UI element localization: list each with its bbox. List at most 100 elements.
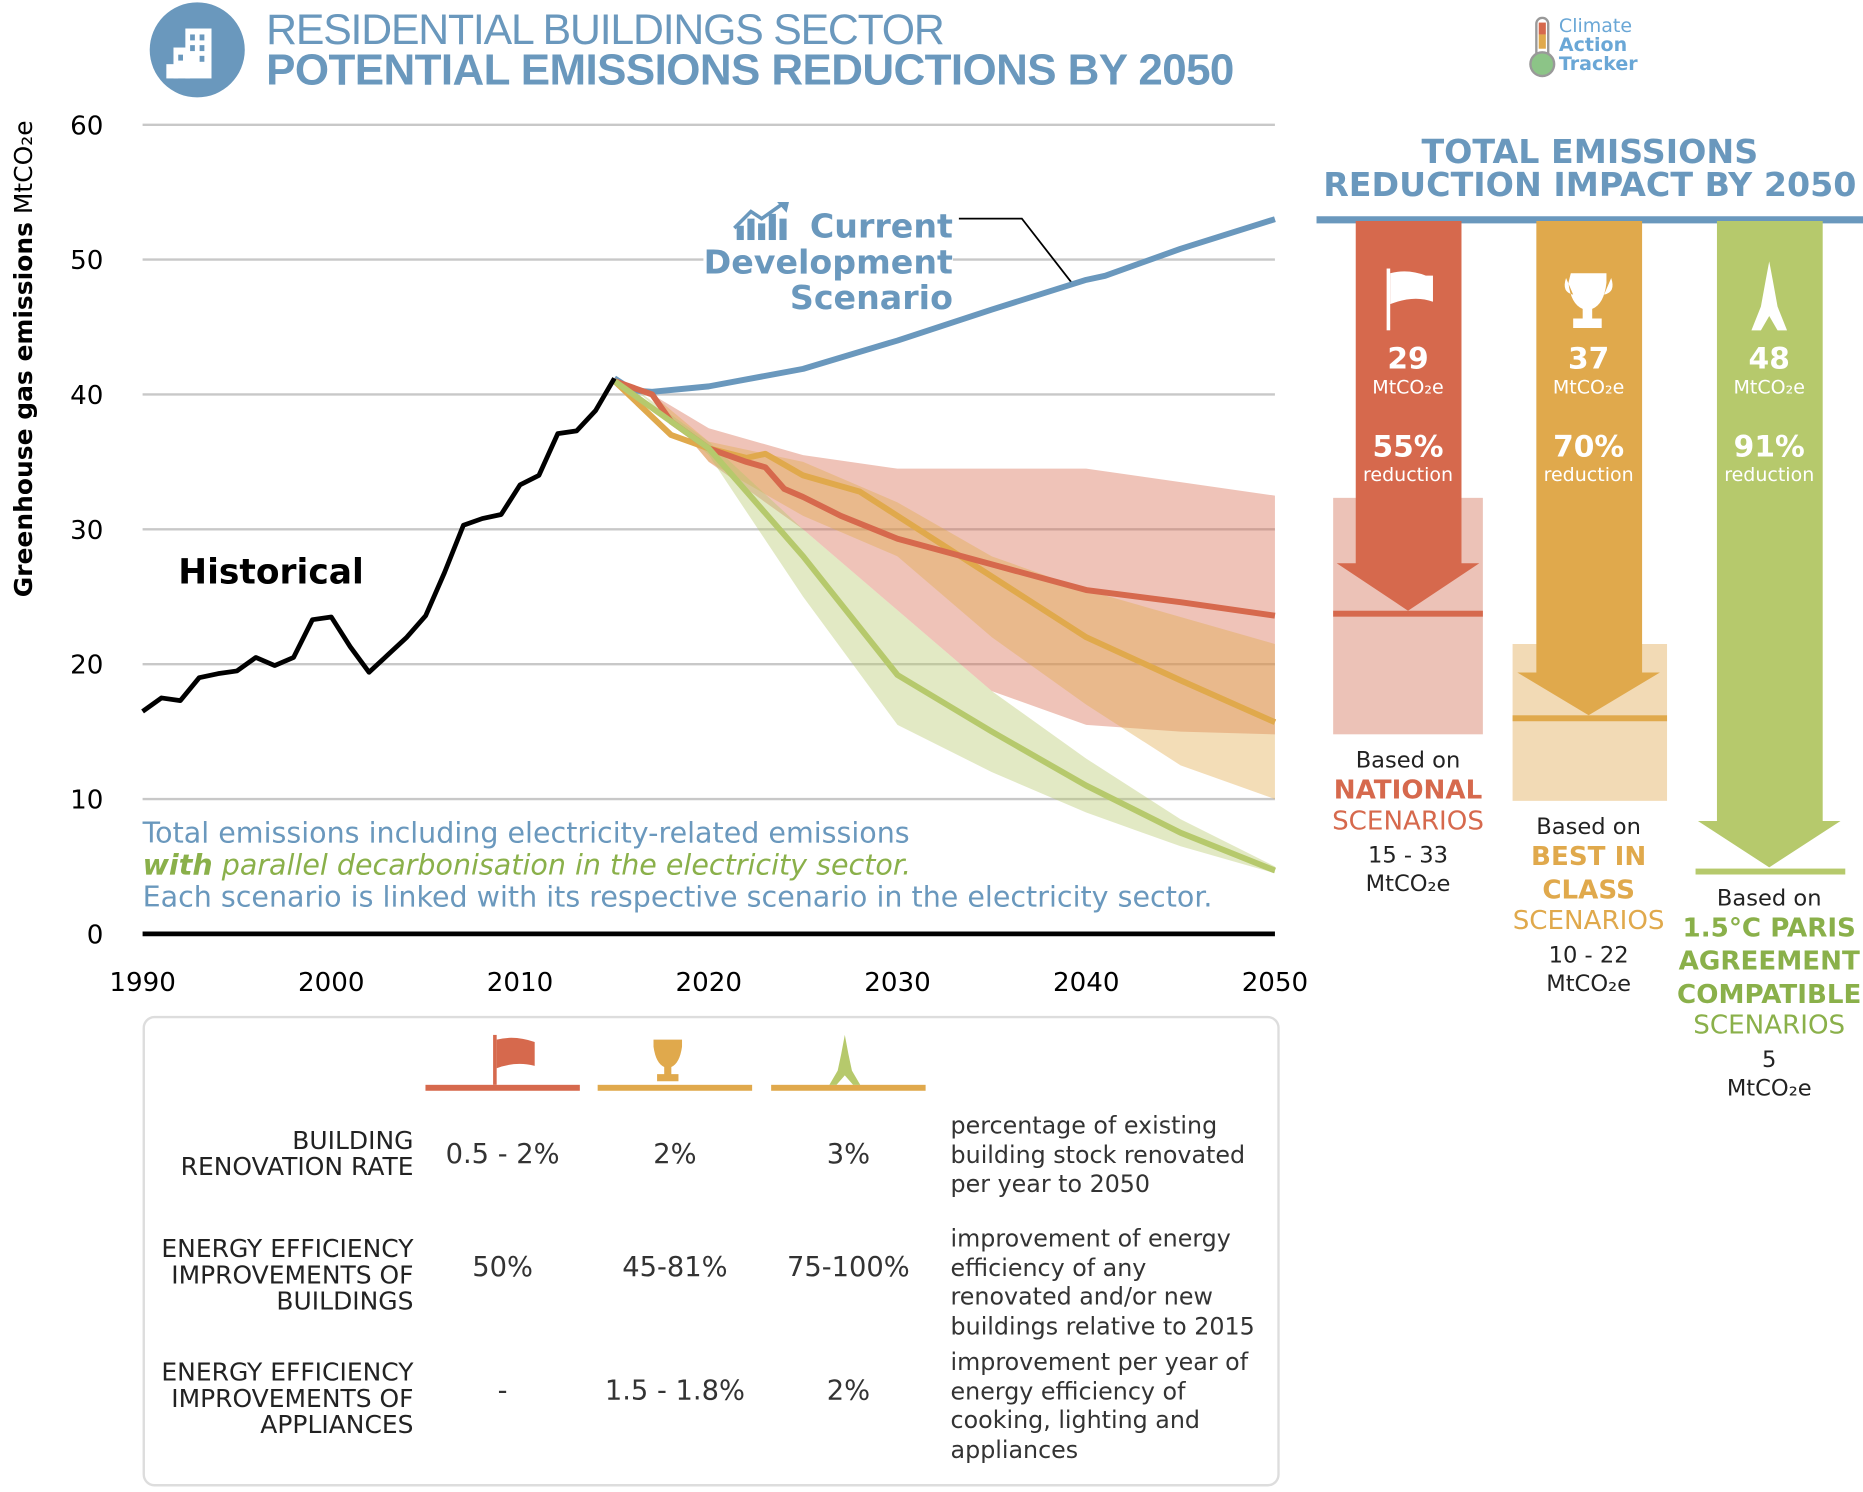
leader-line bbox=[958, 217, 1073, 284]
historical-line bbox=[141, 377, 617, 714]
row-value: 0.5 - 2% bbox=[445, 1139, 560, 1171]
note-line1: Total emissions including electricity-re… bbox=[142, 816, 910, 850]
impact-unit: MtCO₂e bbox=[1372, 375, 1444, 399]
table-header-icons bbox=[425, 1034, 926, 1091]
logo-line: Action bbox=[1558, 33, 1628, 56]
current-scenario-label: Current Development Scenario bbox=[701, 201, 953, 318]
row-value: 1.5 - 1.8% bbox=[604, 1375, 745, 1407]
based-on: Based on bbox=[1536, 813, 1641, 841]
row-value: 50% bbox=[472, 1252, 533, 1284]
buildings-icon bbox=[166, 28, 212, 79]
impact-title-l1: TOTAL EMISSIONS bbox=[1421, 131, 1759, 172]
impact-value: 48 bbox=[1748, 341, 1790, 376]
chart-note: Total emissions including electricity-re… bbox=[143, 817, 1213, 913]
y-tick-label: 30 bbox=[70, 516, 103, 546]
best-range-band bbox=[652, 394, 1275, 800]
header-icon bbox=[149, 2, 245, 98]
historical-label: Historical bbox=[178, 551, 364, 592]
x-tick-label: 2000 bbox=[298, 968, 365, 998]
y-tick-label: 60 bbox=[70, 111, 103, 141]
logo-line: Tracker bbox=[1558, 52, 1638, 75]
best-level-line bbox=[1512, 715, 1668, 722]
impact-unit: MtCO₂e bbox=[1552, 375, 1625, 399]
row-label: BUILDING RENOVATION RATE bbox=[180, 1126, 414, 1182]
impact-title: TOTAL EMISSIONS REDUCTION IMPACT BY 2050 bbox=[1317, 135, 1863, 202]
scenario-name: 1.5°C PARIS AGREEMENT COMPATIBLE bbox=[1677, 913, 1862, 1010]
current-label-l3: Scenario bbox=[789, 278, 953, 318]
row-description: percentage of existing building stock re… bbox=[950, 1110, 1246, 1198]
y-tick-label: 10 bbox=[70, 786, 103, 816]
national-level-line bbox=[1333, 610, 1483, 617]
scenario-range-unit: MtCO₂e bbox=[1365, 870, 1451, 898]
row-value: 2% bbox=[653, 1139, 697, 1171]
row-value: 2% bbox=[826, 1375, 871, 1407]
impact-pct-label: reduction bbox=[1724, 463, 1815, 486]
impact-pct-label: reduction bbox=[1362, 463, 1454, 486]
paris-arrow bbox=[1697, 221, 1841, 868]
impact-divider bbox=[1316, 216, 1863, 224]
scenario-range: 5 bbox=[1762, 1046, 1777, 1073]
note-emphasis: with bbox=[142, 848, 213, 882]
row-value: - bbox=[497, 1375, 508, 1407]
impact-title-l2: REDUCTION IMPACT BY 2050 bbox=[1323, 165, 1857, 205]
title-line1: RESIDENTIAL BUILDINGS SECTOR bbox=[266, 4, 945, 54]
current-label-l1: Current bbox=[701, 201, 953, 246]
y-tick-label: 40 bbox=[70, 381, 103, 411]
row-value: 3% bbox=[826, 1139, 871, 1171]
scenario-name: BEST IN CLASS bbox=[1531, 842, 1647, 906]
flag-icon bbox=[493, 1034, 535, 1085]
row-description: improvement of energy efficiency of any … bbox=[950, 1223, 1255, 1340]
scenario-type: SCENARIOS bbox=[1512, 906, 1665, 937]
x-tick-label: 2010 bbox=[487, 968, 554, 998]
x-tick-label: 2030 bbox=[864, 968, 931, 998]
impact-arrows bbox=[1333, 221, 1846, 875]
rising-chart-icon bbox=[732, 201, 789, 241]
impact-values: 29 MtCO₂e 55% reduction bbox=[1319, 343, 1497, 490]
logo bbox=[1528, 16, 1557, 84]
y-tick-label: 20 bbox=[70, 651, 103, 681]
flag-icon bbox=[1386, 268, 1391, 331]
impact-basis: Based on BEST IN CLASS SCENARIOS 10 - 22… bbox=[1496, 813, 1681, 998]
impact-basis: Based on NATIONAL SCENARIOS 15 - 33 MtCO… bbox=[1315, 746, 1500, 898]
current-text: Current bbox=[809, 206, 953, 246]
eiffel-tower-icon bbox=[1751, 261, 1788, 331]
impact-pct: 70% bbox=[1553, 428, 1625, 464]
scenario-type: SCENARIOS bbox=[1332, 806, 1484, 837]
trophy-icon bbox=[653, 1039, 683, 1082]
impact-basis: Based on 1.5°C PARIS AGREEMENT COMPATIBL… bbox=[1677, 884, 1862, 1103]
x-tick-label: 2050 bbox=[1242, 968, 1309, 998]
y-tick-label: 50 bbox=[70, 246, 103, 276]
x-tick-label: 2040 bbox=[1053, 968, 1120, 998]
based-on: Based on bbox=[1716, 885, 1822, 912]
x-tick-label: 1990 bbox=[109, 968, 176, 998]
impact-values: 37 MtCO₂e 70% reduction bbox=[1500, 341, 1678, 490]
scenario-name: NATIONAL bbox=[1333, 775, 1483, 806]
row-label: ENERGY EFFICIENCY IMPROVEMENTS OF BUILDI… bbox=[161, 1234, 414, 1316]
current-label-l2: Development bbox=[703, 242, 953, 282]
impact-pct-label: reduction bbox=[1543, 463, 1634, 486]
paris-range-band bbox=[633, 387, 1275, 874]
x-tick-label: 2020 bbox=[676, 968, 743, 998]
best-arrow bbox=[1517, 221, 1660, 716]
flag-icon-cloth bbox=[1390, 271, 1433, 305]
national-arrow bbox=[1336, 221, 1480, 611]
impact-unit: MtCO₂e bbox=[1733, 375, 1805, 399]
row-label: ENERGY EFFICIENCY IMPROVEMENTS OF APPLIA… bbox=[161, 1358, 414, 1439]
row-value: 45-81% bbox=[622, 1252, 728, 1284]
scenario-type: SCENARIOS bbox=[1693, 1011, 1846, 1041]
scenario-range: 15 - 33 bbox=[1368, 842, 1448, 869]
based-on: Based on bbox=[1355, 747, 1461, 774]
logo-text: Climate Action Tracker bbox=[1558, 16, 1638, 75]
impact-pct: 91% bbox=[1733, 428, 1805, 464]
row-value: 75-100% bbox=[786, 1252, 910, 1284]
impact-values: 48 MtCO₂e 91% reduction bbox=[1680, 341, 1858, 490]
paris-level-line bbox=[1695, 868, 1846, 875]
measures-table: BUILDING RENOVATION RATE 0.5 - 2% 2% 3% perc… bbox=[142, 1015, 1280, 1487]
title-line2: POTENTIAL EMISSIONS REDUCTIONS BY 2050 bbox=[266, 45, 1234, 94]
note-line3: Each scenario is linked with its respect… bbox=[142, 880, 1213, 914]
impact-value: 37 bbox=[1567, 341, 1610, 376]
scenario-range: 10 - 22 bbox=[1548, 942, 1629, 969]
eiffel-tower-icon bbox=[829, 1034, 861, 1085]
note-line2: parallel decarbonisation in the electric… bbox=[212, 848, 912, 882]
